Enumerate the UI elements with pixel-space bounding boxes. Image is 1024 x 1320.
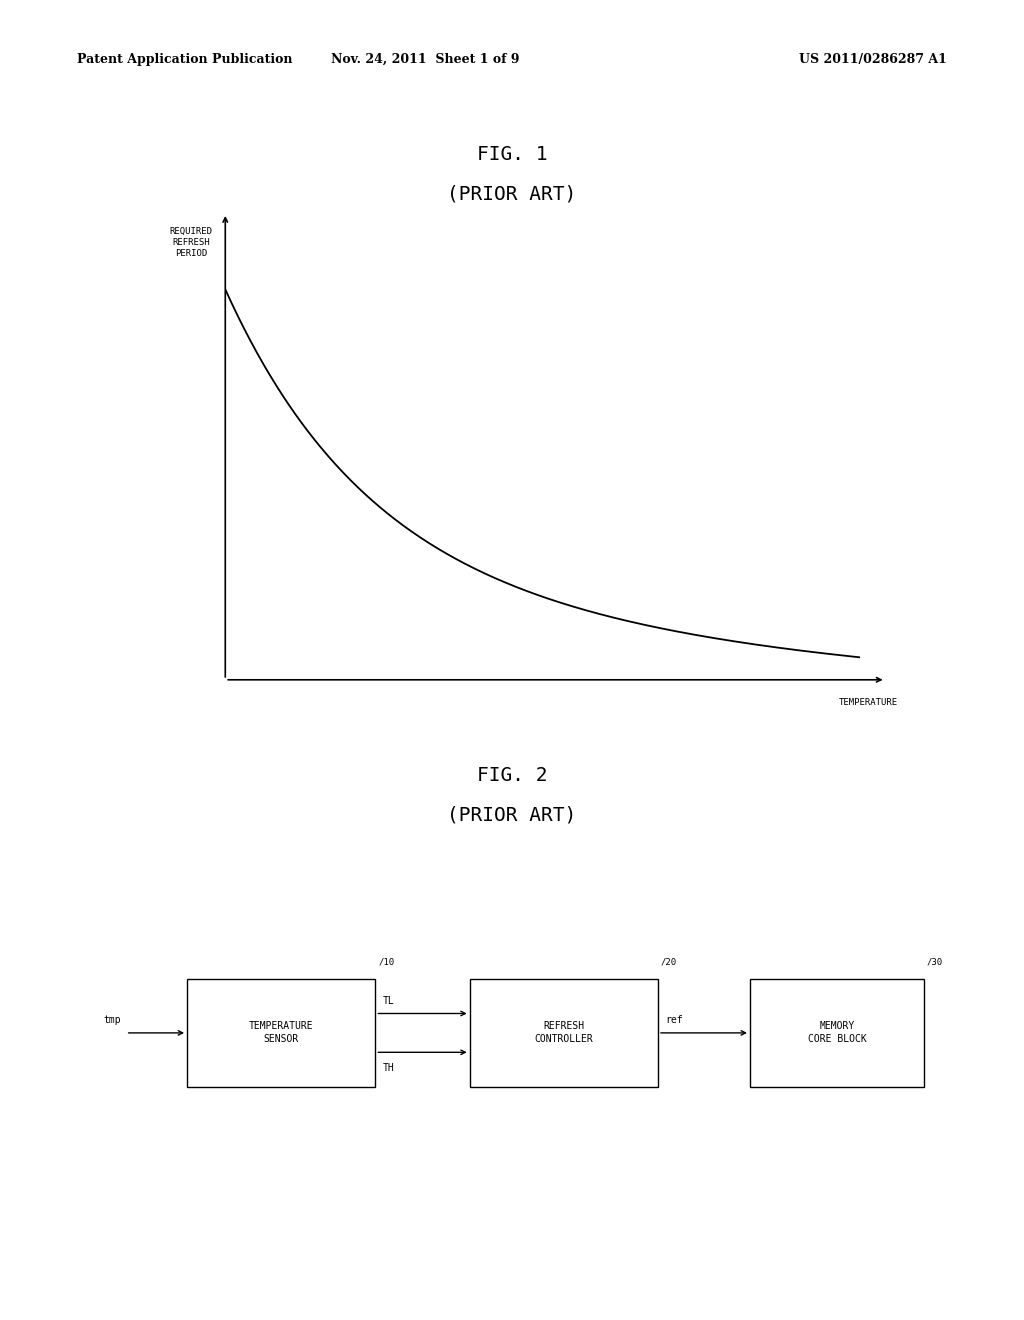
Text: US 2011/0286287 A1: US 2011/0286287 A1	[800, 53, 947, 66]
Text: REFRESH
CONTROLLER: REFRESH CONTROLLER	[535, 1022, 593, 1044]
Text: TEMPERATURE
SENSOR: TEMPERATURE SENSOR	[249, 1022, 313, 1044]
Text: TH: TH	[383, 1063, 394, 1073]
Text: MEMORY
CORE BLOCK: MEMORY CORE BLOCK	[808, 1022, 866, 1044]
Text: FIG. 2: FIG. 2	[477, 766, 547, 784]
Text: /20: /20	[660, 957, 677, 966]
Text: ref: ref	[666, 1015, 683, 1026]
Text: (PRIOR ART): (PRIOR ART)	[447, 185, 577, 203]
Bar	[750, 979, 925, 1086]
Text: FIG. 1: FIG. 1	[477, 145, 547, 164]
Text: Patent Application Publication: Patent Application Publication	[77, 53, 292, 66]
Text: tmp: tmp	[103, 1015, 121, 1026]
Text: TEMPERATURE: TEMPERATURE	[839, 698, 898, 706]
Bar	[187, 979, 376, 1086]
Bar	[470, 979, 658, 1086]
Text: /30: /30	[927, 957, 943, 966]
Text: /10: /10	[378, 957, 394, 966]
Text: Nov. 24, 2011  Sheet 1 of 9: Nov. 24, 2011 Sheet 1 of 9	[331, 53, 519, 66]
Text: (PRIOR ART): (PRIOR ART)	[447, 805, 577, 824]
Text: REQUIRED
REFRESH
PERIOD: REQUIRED REFRESH PERIOD	[170, 227, 213, 257]
Text: TL: TL	[383, 997, 394, 1006]
